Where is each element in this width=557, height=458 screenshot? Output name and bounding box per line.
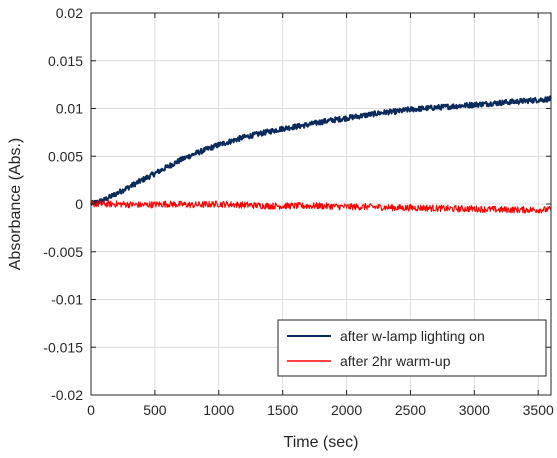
y-tick-label: 0.015 bbox=[48, 53, 83, 69]
legend-box bbox=[277, 319, 547, 377]
series-line-lamp bbox=[90, 95, 552, 206]
y-tick-label: -0.01 bbox=[51, 292, 83, 308]
y-tick-label: 0.01 bbox=[56, 101, 83, 117]
x-tick-label: 0 bbox=[87, 402, 95, 418]
x-tick-labels: 0 500 1000 1500 2000 2500 3000 3500 bbox=[87, 402, 554, 418]
x-tick-label: 2500 bbox=[395, 402, 426, 418]
x-axis-title: Time (sec) bbox=[284, 434, 359, 451]
x-tick-label: 3500 bbox=[523, 402, 554, 418]
y-tick-label: -0.005 bbox=[43, 244, 83, 260]
y-tick-label: 0 bbox=[75, 196, 83, 212]
x-tick-label: 1500 bbox=[267, 402, 298, 418]
series-line-warmup bbox=[90, 200, 552, 214]
y-tick-labels: 0.02 0.015 0.01 0.005 0 -0.005 -0.01 -0.015 -0.0… bbox=[43, 5, 83, 403]
legend: after w-lamp lighting on after 2hr warm-… bbox=[277, 319, 547, 377]
legend-label-warmup: after 2hr warm-up bbox=[340, 353, 451, 369]
y-axis-title: Absorbance (Abs.) bbox=[7, 138, 24, 271]
x-tick-label: 500 bbox=[143, 402, 167, 418]
x-tick-label: 3000 bbox=[459, 402, 490, 418]
x-tick-label: 2000 bbox=[331, 402, 362, 418]
legend-label-lamp: after w-lamp lighting on bbox=[340, 328, 485, 344]
y-tick-label: -0.02 bbox=[51, 387, 83, 403]
series-layer bbox=[90, 95, 552, 214]
y-tick-label: -0.015 bbox=[43, 339, 83, 355]
y-tick-label: 0.02 bbox=[56, 5, 83, 21]
x-tick-label: 1000 bbox=[203, 402, 234, 418]
y-tick-label: 0.005 bbox=[48, 148, 83, 164]
ticks bbox=[90, 12, 551, 396]
